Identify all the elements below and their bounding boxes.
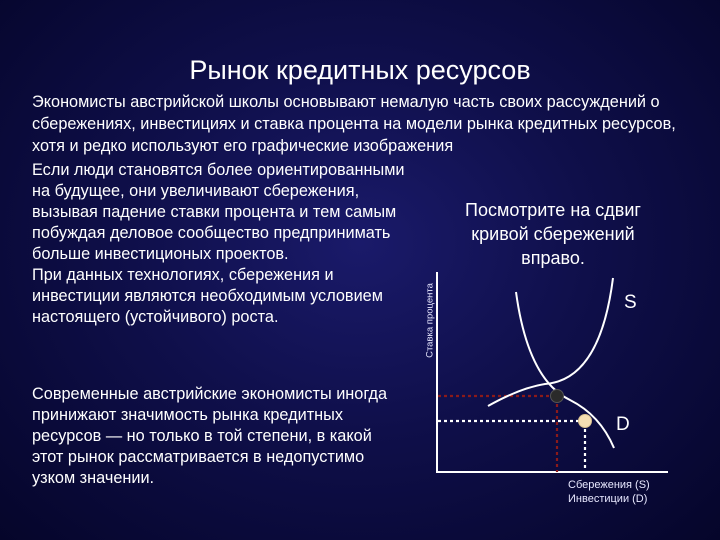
intro-text: Экономисты австрийской школы основывают … bbox=[32, 93, 676, 155]
series-label-d: D bbox=[616, 414, 630, 435]
x-axis-label-investment: Инвестиции (D) bbox=[568, 493, 648, 505]
paragraph-modern: Современные австрийские экономисты иногд… bbox=[32, 385, 388, 487]
paragraph-savings: Если люди становятся более ориентированн… bbox=[32, 161, 405, 326]
slide-title: Рынок кредитных ресурсов bbox=[189, 55, 531, 85]
shift-note: Посмотрите на сдвиг кривой сбережений вп… bbox=[465, 200, 641, 268]
demand-curve bbox=[515, 291, 615, 449]
series-label-s: S bbox=[624, 292, 637, 313]
supply-curve bbox=[487, 277, 614, 407]
new-equilibrium-point bbox=[578, 414, 592, 428]
y-axis-label: Ставка процента bbox=[424, 283, 436, 358]
equilibrium-point bbox=[550, 389, 564, 403]
x-axis-label-savings: Сбережения (S) bbox=[568, 479, 650, 491]
dashed-guides bbox=[438, 394, 587, 472]
